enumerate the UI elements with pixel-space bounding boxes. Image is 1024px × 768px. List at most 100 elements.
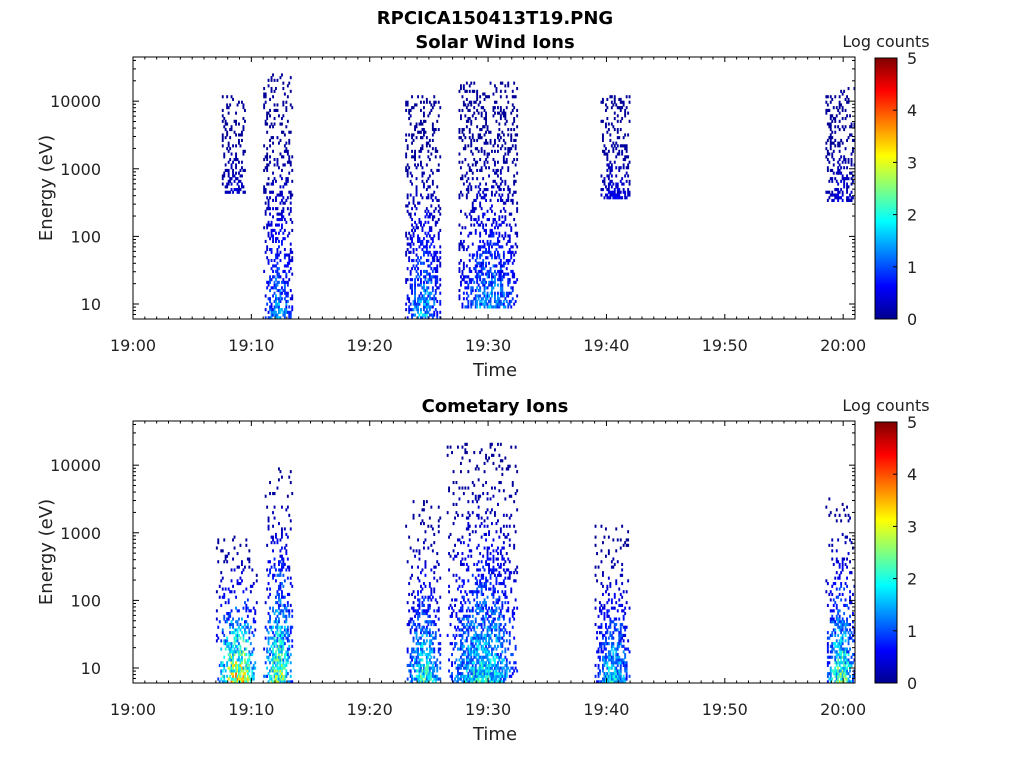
- heatmap-cell: [606, 97, 609, 101]
- heatmap-cell: [853, 163, 856, 167]
- heatmap-cell: [272, 636, 274, 640]
- heatmap-cell: [596, 579, 598, 583]
- heatmap-cell: [497, 160, 499, 164]
- heatmap-cell: [504, 590, 507, 594]
- heatmap-cell: [610, 677, 613, 681]
- heatmap-cell: [852, 149, 854, 153]
- heatmap-cell: [430, 168, 433, 172]
- heatmap-cell: [498, 256, 501, 260]
- heatmap-cell: [505, 535, 508, 539]
- heatmap-cell: [621, 177, 624, 181]
- heatmap-cell: [437, 677, 440, 681]
- heatmap-cell: [495, 598, 498, 602]
- heatmap-cell: [430, 291, 433, 295]
- heatmap-cell: [470, 168, 473, 172]
- heatmap-cell: [477, 269, 480, 273]
- heatmap-cell: [513, 275, 516, 279]
- heatmap-cell: [428, 672, 431, 676]
- heatmap-cell: [476, 299, 479, 303]
- heatmap-cell: [474, 603, 477, 607]
- heatmap-cell: [248, 628, 251, 632]
- heatmap-cell: [474, 636, 477, 640]
- heatmap-cell: [282, 636, 285, 640]
- heatmap-cell: [464, 631, 467, 635]
- heatmap-cell: [844, 125, 847, 129]
- heatmap-cell: [495, 601, 498, 605]
- heatmap-cell: [281, 631, 283, 635]
- heatmap-cell: [283, 269, 286, 273]
- heatmap-cell: [420, 644, 422, 648]
- heatmap-cell: [494, 84, 496, 88]
- heatmap-cell: [420, 193, 422, 197]
- heatmap-cell: [282, 595, 285, 599]
- heatmap-cell: [607, 177, 610, 181]
- heatmap-cell: [502, 160, 505, 164]
- heatmap-cell: [230, 677, 233, 681]
- heatmap-cell: [483, 305, 486, 309]
- heatmap-cell: [840, 89, 843, 93]
- heatmap-cell: [480, 658, 483, 662]
- heatmap-cell: [242, 128, 245, 132]
- heatmap-cell: [485, 639, 487, 643]
- heatmap-cell: [458, 576, 461, 580]
- heatmap-cell: [230, 658, 233, 662]
- heatmap-cell: [511, 250, 514, 254]
- heatmap-cell: [465, 97, 468, 101]
- heatmap-cell: [281, 658, 283, 662]
- heatmap-cell: [610, 674, 613, 678]
- heatmap-cell: [505, 663, 508, 667]
- heatmap-cell: [412, 513, 415, 517]
- heatmap-cell: [411, 674, 413, 678]
- heatmap-cell: [502, 639, 505, 643]
- heatmap-cell: [283, 264, 286, 268]
- heatmap-cell: [511, 261, 514, 265]
- heatmap-cell: [242, 149, 245, 153]
- heatmap-cell: [508, 631, 511, 635]
- heatmap-cell: [467, 117, 470, 121]
- heatmap-cell: [285, 552, 288, 556]
- heatmap-cell: [491, 204, 493, 208]
- heatmap-cell: [275, 595, 277, 599]
- heatmap-cell: [239, 179, 242, 183]
- heatmap-cell: [269, 571, 271, 575]
- heatmap-cell: [227, 614, 230, 618]
- heatmap-cell: [423, 612, 425, 616]
- heatmap-cell: [486, 152, 489, 156]
- heatmap-cell: [492, 655, 495, 659]
- heatmap-cell: [417, 680, 419, 684]
- heatmap-cell: [516, 171, 519, 175]
- heatmap-cell: [507, 601, 510, 605]
- heatmap-cell: [276, 680, 279, 684]
- heatmap-cell: [477, 642, 480, 646]
- heatmap-cell: [462, 248, 465, 252]
- heatmap-cell: [607, 535, 610, 539]
- heatmap-cell: [514, 492, 517, 496]
- heatmap-cell: [479, 100, 482, 104]
- heatmap-cell: [409, 237, 412, 241]
- heatmap-cell: [273, 669, 276, 673]
- heatmap-cell: [406, 601, 409, 605]
- heatmap-cell: [285, 299, 288, 303]
- heatmap-cell: [486, 672, 489, 676]
- heatmap-cell: [498, 489, 501, 493]
- heatmap-cell: [486, 95, 489, 99]
- heatmap-cell: [276, 302, 279, 306]
- heatmap-cell: [275, 278, 277, 282]
- heatmap-cell: [514, 666, 517, 670]
- heatmap-cell: [603, 179, 606, 183]
- heatmap-cell: [272, 149, 274, 153]
- heatmap-cell: [606, 680, 609, 684]
- heatmap-cell: [473, 198, 476, 202]
- heatmap-cell: [498, 305, 501, 309]
- heatmap-cell: [241, 625, 243, 629]
- heatmap-cell: [480, 560, 483, 564]
- heatmap-cell: [285, 549, 288, 553]
- heatmap-cell: [451, 614, 453, 618]
- heatmap-cell: [847, 196, 850, 200]
- heatmap-cell: [485, 188, 487, 192]
- heatmap-cell: [476, 275, 479, 279]
- heatmap-cell: [850, 182, 853, 186]
- heatmap-cell: [418, 579, 421, 583]
- heatmap-cell: [242, 669, 245, 673]
- heatmap-cell: [485, 166, 487, 170]
